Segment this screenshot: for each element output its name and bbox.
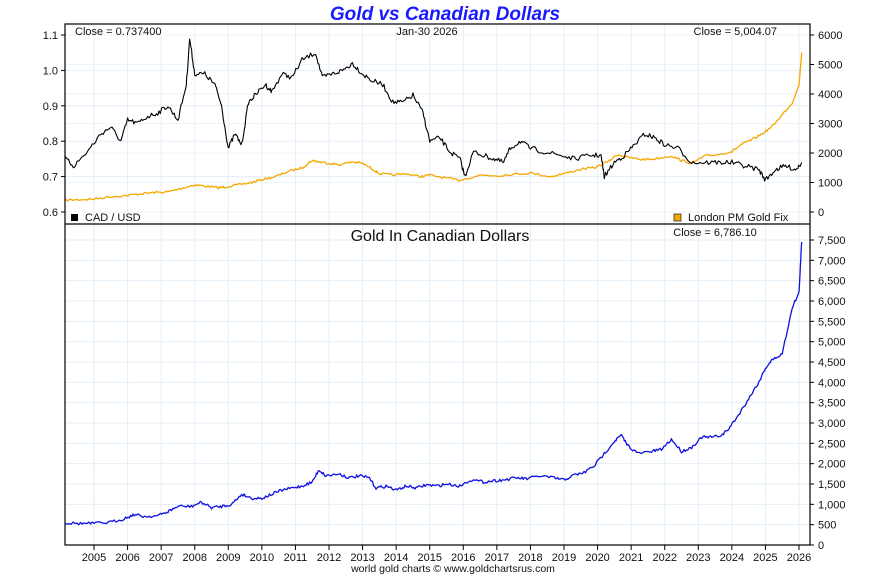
y-tick-label: 1,500	[818, 479, 846, 491]
y-tick-label: 0.8	[43, 136, 58, 148]
y-tick-label: 1,000	[818, 499, 846, 511]
legend-swatch-cad	[71, 214, 78, 221]
y-tick-label: 1000	[818, 178, 842, 190]
y-tick-label: 1.0	[43, 65, 58, 77]
y-tick-label: 3,000	[818, 418, 846, 430]
y-tick-label: 0	[818, 207, 824, 219]
y-tick-label: 1.1	[43, 30, 58, 42]
x-tick-label: 2016	[451, 552, 475, 564]
y-tick-label: 0	[818, 540, 824, 552]
x-tick-label: 2024	[720, 552, 744, 564]
x-tick-label: 2012	[317, 552, 341, 564]
x-tick-label: 2007	[149, 552, 173, 564]
x-tick-label: 2011	[284, 552, 308, 564]
y-tick-label: 3,500	[818, 398, 846, 410]
bottom-grid	[65, 224, 810, 546]
date-label: Jan-30 2026	[396, 26, 457, 38]
x-tick-label: 2017	[485, 552, 509, 564]
y-tick-label: 2,500	[818, 438, 846, 450]
x-tick-label: 2023	[686, 552, 710, 564]
y-tick-label: 6000	[818, 30, 842, 42]
x-tick-label: 2008	[182, 552, 206, 564]
y-tick-label: 0.6	[43, 207, 58, 219]
chart-title: Gold vs Canadian Dollars	[330, 4, 560, 25]
x-axis: 2005 2006 2007 2008 2009 2010 2011 2012 2013 2014…	[82, 545, 811, 564]
series-line-gold-cad	[65, 241, 803, 526]
y-tick-label: 4,000	[818, 377, 846, 389]
y-tick-label: 5000	[818, 60, 842, 72]
x-tick-label: 2015	[417, 552, 441, 564]
x-tick-label: 2018	[518, 552, 542, 564]
series-line-cad-usd	[65, 38, 803, 182]
gold-close-label: Close = 5,004.07	[694, 26, 777, 38]
legend-label-cad: CAD / USD	[85, 212, 141, 224]
x-tick-label: 2025	[753, 552, 777, 564]
y-tick-label: 2,000	[818, 459, 846, 471]
left-axis: 0.6 0.7 0.8 0.9 1.0 1.1	[43, 30, 65, 219]
x-tick-label: 2021	[619, 552, 643, 564]
series-line-gold-usd	[65, 52, 803, 202]
bottom-series	[65, 241, 803, 526]
y-tick-label: 2000	[818, 148, 842, 160]
y-tick-label: 6,500	[818, 276, 846, 288]
x-tick-label: 2010	[250, 552, 274, 564]
y-tick-label: 5,500	[818, 316, 846, 328]
y-tick-label: 6,000	[818, 296, 846, 308]
x-tick-label: 2014	[384, 552, 408, 564]
y-tick-label: 0.7	[43, 172, 58, 184]
y-tick-label: 7,500	[818, 235, 846, 247]
footer-credit: world gold charts © www.goldchartsrus.co…	[350, 563, 555, 575]
y-tick-label: 0.9	[43, 101, 58, 113]
plot-frame	[64, 23, 811, 546]
y-tick-label: 4,500	[818, 357, 846, 369]
x-tick-label: 2022	[652, 552, 676, 564]
y-tick-label: 4000	[818, 89, 842, 101]
cad-close-label: Close = 0.737400	[75, 26, 162, 38]
x-tick-label: 2005	[82, 552, 106, 564]
x-tick-label: 2013	[350, 552, 374, 564]
y-tick-label: 5,000	[818, 337, 846, 349]
legend-swatch-gold	[673, 213, 682, 222]
top-series	[65, 38, 803, 202]
right-axis-bottom: 0 500 1,000 1,500 2,000 2,500 3,000 3,500 4,000 4…	[810, 235, 846, 552]
x-tick-label: 2026	[787, 552, 811, 564]
legend-label-gold: London PM Gold Fix	[688, 212, 789, 224]
x-tick-label: 2020	[585, 552, 609, 564]
top-grid	[65, 24, 810, 224]
y-tick-label: 3000	[818, 119, 842, 131]
right-axis-top: 0 1000 2000 3000 4000 5000 6000	[810, 30, 842, 219]
cad-gold-close-label: Close = 6,786.10	[673, 227, 756, 239]
bottom-panel-title: Gold In Canadian Dollars	[351, 228, 530, 245]
x-tick-label: 2009	[216, 552, 240, 564]
x-tick-label: 2006	[115, 552, 139, 564]
y-tick-label: 7,000	[818, 255, 846, 267]
x-tick-label: 2019	[552, 552, 576, 564]
y-tick-label: 500	[818, 520, 836, 532]
